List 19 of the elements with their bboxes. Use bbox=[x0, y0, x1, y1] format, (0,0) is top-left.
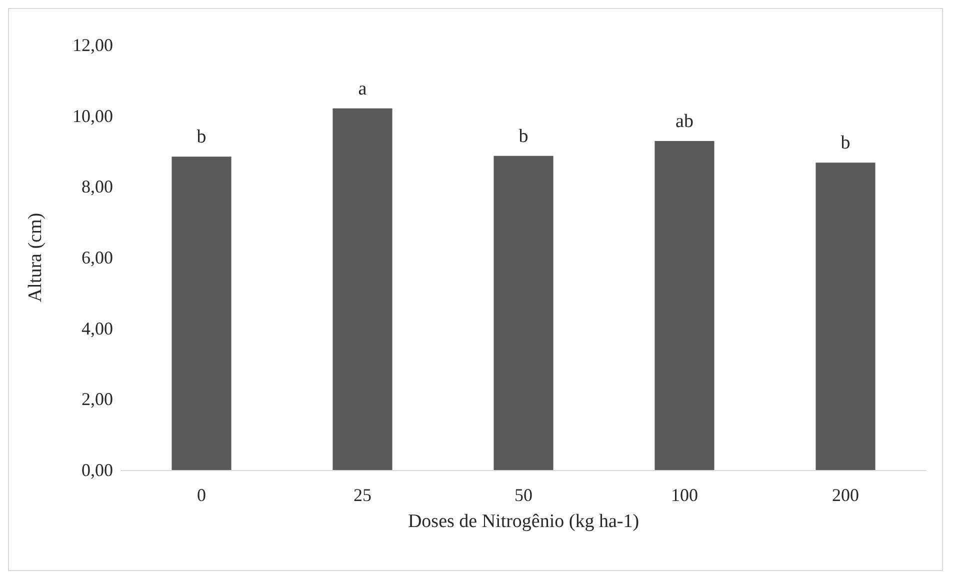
x-tick-label: 25 bbox=[354, 485, 372, 505]
y-tick-label: 0,00 bbox=[82, 460, 113, 480]
x-tick-label: 50 bbox=[514, 485, 532, 505]
y-tick-label: 2,00 bbox=[82, 389, 113, 410]
annotation: b bbox=[518, 126, 528, 147]
y-tick-label: 4,00 bbox=[82, 318, 113, 338]
annotation: ab bbox=[676, 110, 694, 132]
annotation: b bbox=[196, 126, 206, 148]
annotation: a bbox=[358, 78, 368, 100]
y-axis-title: Altura (cm) bbox=[25, 212, 46, 302]
y-tick-label: 8,00 bbox=[82, 176, 113, 197]
x-tick-label: 200 bbox=[832, 485, 859, 505]
y-tick-label: 12,00 bbox=[72, 35, 113, 55]
y-tick-label: 10,00 bbox=[72, 106, 113, 126]
x-tick-label: 100 bbox=[671, 485, 698, 505]
y-tick-label: 6,00 bbox=[82, 248, 113, 268]
x-axis-title: Doses de Nitrogênio (kg ha-1) bbox=[408, 511, 640, 532]
annotation: b bbox=[840, 132, 850, 154]
x-tick-label: 0 bbox=[197, 485, 206, 505]
